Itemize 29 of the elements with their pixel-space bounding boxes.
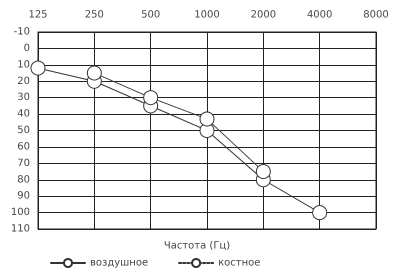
x-tick-label: 1000 <box>194 10 220 20</box>
legend-label: костное <box>218 258 260 268</box>
y-tick-label: 70 <box>17 158 30 169</box>
y-tick-label: 30 <box>17 92 30 104</box>
point <box>312 205 328 220</box>
legend-label: воздушное <box>90 258 148 268</box>
point <box>86 66 102 81</box>
y-tick-label: 80 <box>17 174 30 186</box>
x-axis-title: Частота (Гц) <box>164 240 230 252</box>
point <box>256 164 271 180</box>
y-tick-label: 10 <box>17 59 30 70</box>
y-tick-label: 20 <box>17 76 30 87</box>
point <box>30 60 46 76</box>
x-tick-label: 8000 <box>363 10 389 20</box>
x-tick-label: 125 <box>28 10 48 20</box>
x-tick-label: 250 <box>84 10 104 20</box>
y-tick-label: 90 <box>17 190 30 202</box>
x-tick-label: 2000 <box>250 10 276 20</box>
y-tick-label: 60 <box>17 141 30 152</box>
x-tick-label: 4000 <box>306 10 332 20</box>
y-tick-label: -10 <box>14 26 30 38</box>
point <box>200 112 214 127</box>
y-tick-label: 110 <box>10 224 30 234</box>
y-tick-label: 50 <box>17 125 30 136</box>
y-tick-label: 0 <box>24 42 30 54</box>
y-tick-label: 100 <box>10 207 30 218</box>
y-tick-label: 40 <box>17 108 30 120</box>
x-tick-label: 500 <box>141 10 160 20</box>
point <box>143 90 158 106</box>
